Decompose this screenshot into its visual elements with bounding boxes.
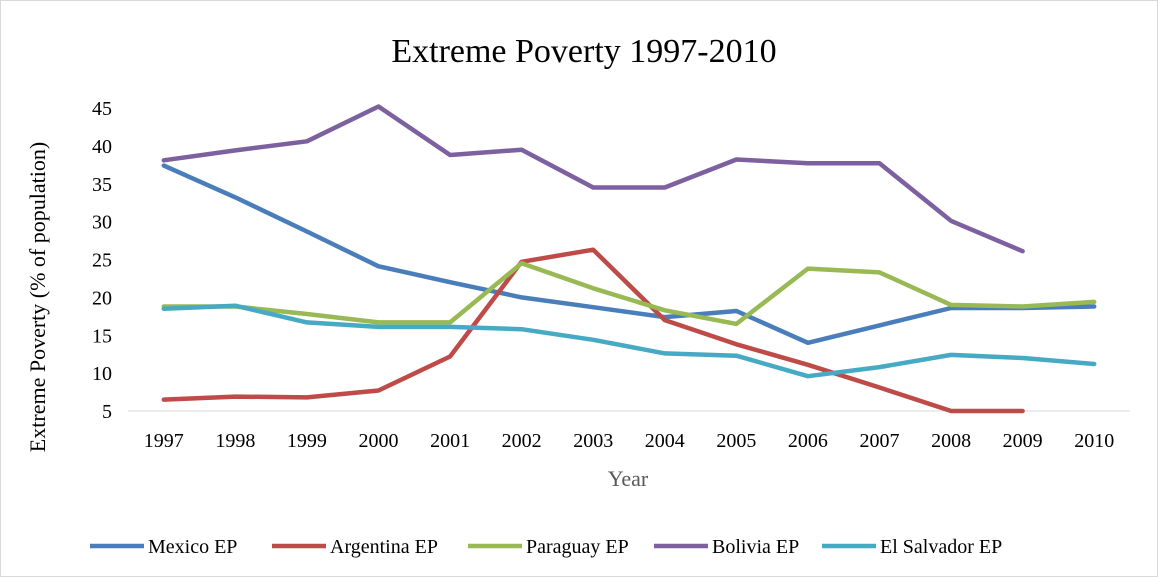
y-tick-label: 15 — [92, 325, 112, 347]
y-axis-title: Extreme Poverty (% of population) — [25, 142, 50, 452]
legend-label: Bolivia EP — [712, 536, 799, 558]
series-line-argentina-ep — [161, 247, 1025, 414]
x-tick-label: 2008 — [931, 430, 971, 452]
x-tick-label: 2003 — [573, 430, 613, 452]
x-tick-label: 2004 — [645, 430, 685, 452]
legend-label: Paraguay EP — [526, 536, 629, 558]
series-line-el-salvador-ep — [161, 303, 1097, 379]
legend-label: El Salvador EP — [880, 536, 1002, 558]
x-tick-label: 2005 — [716, 430, 756, 452]
y-tick-label: 25 — [92, 250, 112, 272]
series-line-mexico-ep — [161, 163, 1097, 346]
x-tick-label: 2000 — [359, 430, 399, 452]
chart-title: Extreme Poverty 1997-2010 — [391, 33, 776, 70]
legend: Mexico EP Argentina EP Paraguay EP Bolivia … — [90, 536, 1002, 558]
y-tick-label: 40 — [92, 136, 112, 158]
y-tick-label: 30 — [92, 212, 112, 234]
y-tick-label: 45 — [92, 98, 112, 120]
x-tick-label: 2006 — [788, 430, 828, 452]
x-tick-label: 1997 — [144, 430, 184, 452]
x-tick-label: 2002 — [502, 430, 542, 452]
y-tick-label: 10 — [92, 363, 112, 385]
legend-label: Argentina EP — [330, 536, 438, 558]
x-tick-label: 2001 — [430, 430, 470, 452]
legend-label: Mexico EP — [148, 536, 237, 558]
series-lines — [161, 104, 1097, 414]
x-tick-label: 2010 — [1074, 430, 1114, 452]
x-tick-label: 1999 — [287, 430, 327, 452]
x-tick-label: 2007 — [860, 430, 900, 452]
y-tick-label: 20 — [92, 287, 112, 309]
y-tick-label: 5 — [102, 401, 112, 423]
x-axis-title: Year — [608, 466, 649, 491]
series-line-paraguay-ep — [161, 261, 1097, 327]
x-tick-label: 2009 — [1003, 430, 1043, 452]
series-line-bolivia-ep — [161, 104, 1025, 254]
x-tick-label: 1998 — [215, 430, 255, 452]
y-tick-label: 35 — [92, 174, 112, 196]
